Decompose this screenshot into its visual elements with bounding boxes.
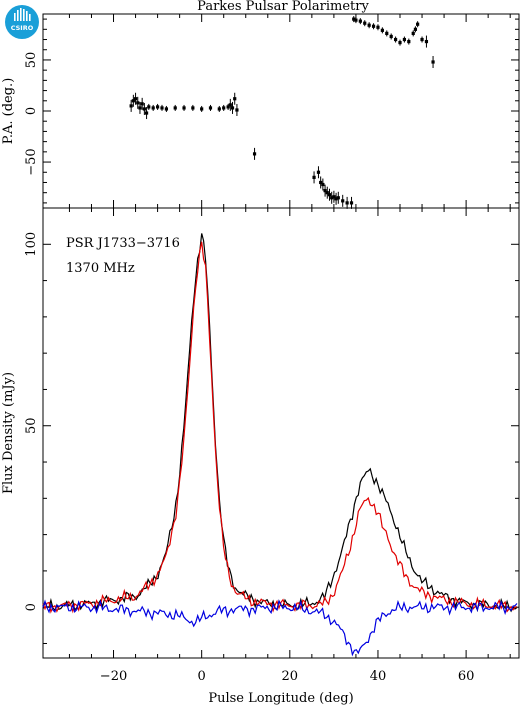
pa-point [226, 105, 230, 109]
pa-point [371, 24, 376, 28]
flux-series-line-2 [42, 599, 518, 657]
pa-panel-frame [42, 13, 520, 209]
pa-point [424, 39, 429, 44]
pa-point [131, 99, 135, 103]
pulsar-name-annotation: PSR J1733−3716 [66, 236, 180, 251]
pa-point [330, 196, 334, 200]
x-tick-label: 40 [370, 669, 387, 684]
y-tick-label: 0 [24, 107, 39, 115]
pa-point [191, 106, 195, 110]
pa-point [200, 107, 204, 111]
pa-point [252, 152, 257, 156]
pa-point [341, 199, 345, 203]
pa-point [411, 31, 415, 35]
pa-point [312, 175, 316, 179]
pa-point [334, 197, 338, 201]
x-tick-label: 0 [198, 669, 206, 684]
pa-point [380, 28, 384, 32]
pa-point [319, 180, 323, 185]
pa-point [142, 107, 146, 111]
pa-point [327, 193, 332, 197]
pa-point [208, 106, 213, 110]
pa-point [140, 102, 144, 106]
pa-data-points [129, 16, 435, 209]
x-tick-label: 60 [458, 669, 475, 684]
pa-point [235, 108, 239, 112]
flux-series-line-1 [42, 241, 518, 614]
pa-point [363, 21, 367, 25]
pa-point [321, 182, 325, 187]
chart-title: Parkes Pulsar Polarimetry [197, 0, 369, 14]
pa-point [325, 191, 329, 195]
frequency-annotation: 1370 MHz [66, 261, 135, 276]
pa-point [230, 106, 235, 110]
pa-y-axis-label: P.A. (deg.) [1, 78, 16, 145]
pa-point [416, 22, 420, 26]
pa-point [323, 189, 327, 193]
pa-point [407, 39, 411, 44]
pa-point [217, 107, 221, 111]
pa-point [336, 196, 340, 200]
pa-point [316, 170, 321, 174]
y-tick-label: 100 [24, 232, 39, 257]
pa-point [160, 106, 164, 110]
pa-point [222, 106, 226, 110]
y-tick-label: 50 [24, 52, 39, 69]
pa-point [233, 97, 237, 101]
csiro-logo: CSIRO [5, 5, 39, 39]
flux-axis-ticks: −20 0 20 40 60 0 50 100 [24, 207, 519, 684]
pa-point [393, 37, 398, 42]
pa-point [144, 111, 149, 115]
pa-point [164, 107, 169, 111]
y-tick-label: 0 [24, 603, 39, 611]
pa-point [413, 27, 418, 31]
pa-point [228, 103, 232, 107]
pa-axis-ticks: −50 0 50 [24, 14, 519, 208]
pa-point [431, 60, 435, 64]
pa-point [354, 18, 358, 22]
pa-point [367, 23, 371, 27]
pa-point [358, 19, 362, 23]
pa-point [182, 106, 186, 110]
pa-point [389, 34, 393, 39]
csiro-logo-text: CSIRO [11, 24, 34, 32]
flux-series-lines [42, 233, 518, 657]
pa-point [376, 25, 380, 29]
pa-point [349, 201, 354, 205]
pa-point [420, 37, 424, 42]
pa-point [133, 97, 138, 101]
pa-point [136, 101, 140, 105]
flux-series-line-0 [42, 233, 518, 613]
pa-point [173, 106, 177, 110]
pa-point [385, 31, 389, 35]
pa-point [129, 104, 133, 108]
flux-y-axis-label: Flux Density (mJy) [1, 372, 16, 494]
x-tick-label: 20 [282, 669, 299, 684]
pa-point [155, 105, 160, 109]
pa-point [352, 17, 356, 21]
pa-point [402, 37, 407, 42]
y-tick-label: −50 [24, 148, 39, 175]
pa-point [345, 201, 349, 205]
pa-point [332, 195, 336, 199]
x-axis-label: Pulse Longitude (deg) [208, 691, 353, 706]
pa-point [151, 106, 155, 110]
pa-point [138, 106, 142, 110]
y-tick-label: 50 [24, 417, 39, 434]
pa-point [398, 40, 402, 45]
flux-panel-frame [42, 207, 520, 659]
x-tick-label: −20 [100, 669, 127, 684]
pa-point [147, 105, 151, 109]
